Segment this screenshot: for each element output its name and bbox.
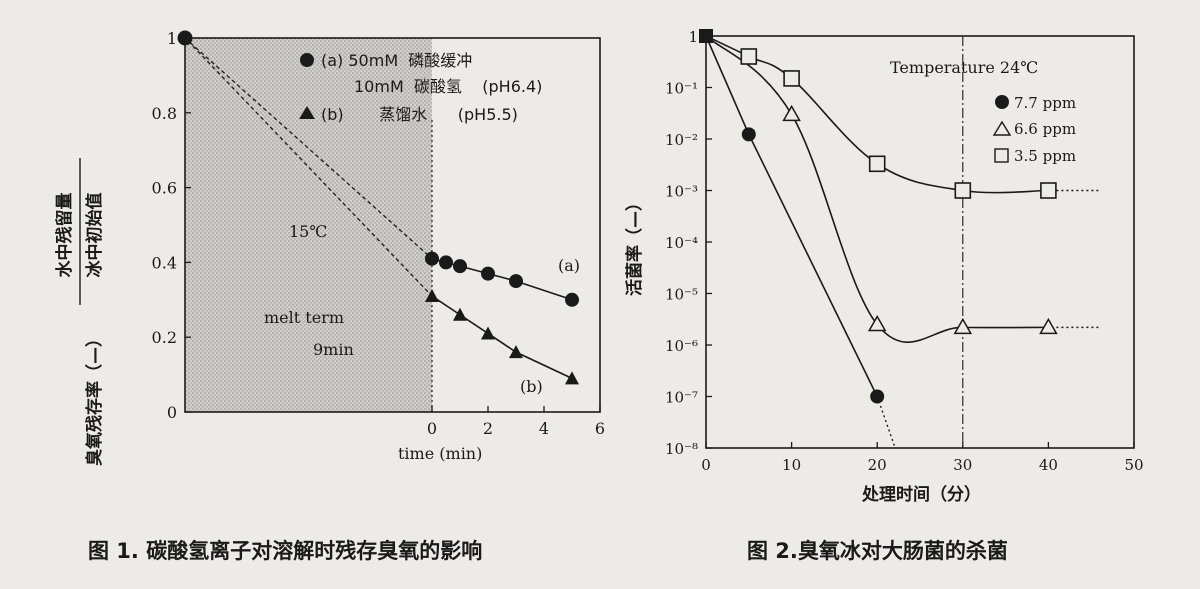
series-b-point	[425, 289, 439, 303]
point-3-5-ppm	[868, 155, 886, 173]
figure-1-x-ticks: 0 2 4 6	[427, 406, 605, 438]
legend-square-marker	[994, 148, 1009, 163]
point-3-5-ppm	[1040, 182, 1057, 199]
x-tick-label: 50	[1124, 456, 1143, 474]
y-tick-label: 1	[167, 29, 177, 48]
series-line-a	[431, 257, 573, 301]
figure-1: 0 0.2 0.4 0.6 0.8 1 0 2 4 6 time (min) 水中残留量 冰中初…	[54, 29, 605, 563]
point-3-5-ppm	[740, 48, 758, 65]
figure-2-series-points	[699, 29, 1058, 404]
figure-1-y-label-prefix: 臭氧残存率（—）	[84, 330, 105, 466]
x-tick-label: 0	[427, 419, 437, 438]
series-a-point	[453, 259, 467, 274]
series-a-point	[425, 251, 439, 266]
figure-1-plot-frame	[184, 37, 601, 413]
y-tick-label: 10⁻⁸	[665, 440, 698, 458]
figure-1-series-points	[177, 30, 579, 385]
figure-2: 1 10⁻¹ 10⁻² 10⁻³ 10⁻⁴ 10⁻⁵ 10⁻⁶ 10⁻⁷ 10⁻⁸ 0 10 20 3…	[624, 28, 1144, 563]
legend-7-7-ppm: 7.7 ppm	[1014, 94, 1076, 112]
legend-6-6-ppm: 6.6 ppm	[1014, 120, 1076, 138]
figure-1-y-label-numerator: 水中残留量	[54, 193, 75, 278]
series-b-point	[481, 326, 495, 340]
annotation-melt-term: melt term	[264, 308, 344, 327]
line-6-6-ppm	[705, 35, 1049, 343]
annotation-melt-duration: 9min	[313, 340, 354, 359]
temperature-annotation: Temperature 24℃	[890, 58, 1038, 77]
initial-point	[699, 29, 713, 43]
series-b-point	[509, 345, 523, 359]
x-tick-label: 20	[868, 456, 887, 474]
initial-point	[177, 30, 193, 46]
series-a-label: (a)	[558, 256, 580, 275]
x-tick-label: 0	[701, 456, 711, 474]
figure-1-caption: 图 1. 碳酸氢离子对溶解时残存臭氧的影响	[88, 539, 482, 563]
y-tick-label: 0	[167, 403, 177, 422]
series-b-label: (b)	[520, 377, 543, 396]
point-6-6-ppm	[953, 317, 973, 335]
series-b-point	[565, 371, 579, 385]
y-tick-label: 10⁻⁴	[665, 234, 698, 252]
figure-1-y-ticks: 0 0.2 0.4 0.6 0.8 1	[152, 29, 191, 422]
legend-triangle-marker	[299, 106, 315, 119]
point-6-6-ppm	[1039, 317, 1058, 335]
x-tick-label: 10	[782, 456, 801, 474]
figure-2-caption: 图 2.臭氧冰对大肠菌的杀菌	[747, 539, 1008, 563]
x-tick-label: 2	[483, 419, 493, 438]
point-7-7-ppm	[741, 127, 756, 142]
y-tick-label: 10⁻⁷	[665, 389, 698, 407]
point-7-7-ppm	[870, 389, 885, 404]
melt-decay-line-b	[187, 40, 433, 297]
x-tick-label: 6	[595, 419, 605, 438]
series-a-point	[509, 274, 523, 289]
figure-2-y-axis-label: 活菌率（—）	[624, 194, 645, 296]
figure-2-legend: 7.7 ppm 6.6 ppm 3.5 ppm	[992, 94, 1076, 165]
legend-triangle-marker	[992, 120, 1012, 136]
series-a-point	[481, 266, 495, 281]
point-6-6-ppm	[782, 104, 801, 122]
point-6-6-ppm	[867, 314, 887, 332]
figure-2-x-axis-label: 处理时间（分）	[861, 484, 981, 505]
y-tick-label: 0.6	[152, 179, 177, 198]
figure-1-y-label-denominator: 冰中初始值	[84, 193, 105, 278]
figure-1-legend: (a) 50mM 磷酸缓冲 10mM 碳酸氢 (pH6.4) (b) 蒸馏水 (…	[299, 51, 542, 124]
melt-term-shaded-region	[185, 38, 432, 412]
series-a-point	[565, 292, 579, 307]
legend-a-line-1: (a) 50mM 磷酸缓冲	[321, 51, 472, 70]
point-3-5-ppm	[954, 182, 972, 199]
legend-b-line-1: (b) 蒸馏水 (pH5.5)	[321, 105, 518, 124]
x-tick-label: 40	[1039, 456, 1058, 474]
legend-circle-marker	[300, 53, 314, 67]
figure-2-x-ticks: 0 10 20 30 40 50	[701, 442, 1144, 474]
y-tick-label: 0.2	[152, 328, 177, 347]
line-7-7-ppm	[705, 35, 878, 397]
y-tick-label: 1	[688, 28, 698, 46]
melt-decay-line-a	[184, 37, 433, 260]
x-tick-label: 30	[953, 456, 972, 474]
x-tick-label: 4	[539, 419, 549, 438]
figure-1-x-axis-label: time (min)	[398, 444, 482, 463]
y-tick-label: 10⁻⁶	[665, 337, 698, 355]
point-3-5-ppm	[783, 70, 800, 87]
series-line-b	[431, 295, 573, 380]
series-b-point	[453, 307, 467, 321]
y-tick-label: 10⁻⁵	[665, 286, 698, 304]
legend-a-line-2: 10mM 碳酸氢 (pH6.4)	[354, 77, 542, 96]
y-tick-label: 10⁻³	[665, 183, 698, 201]
series-a-point	[439, 255, 453, 270]
extrapolation-7-7-ppm	[876, 396, 896, 449]
legend-3-5-ppm: 3.5 ppm	[1014, 147, 1076, 165]
legend-circle-marker	[995, 95, 1009, 109]
y-tick-label: 0.8	[152, 104, 177, 123]
y-tick-label: 10⁻¹	[665, 80, 698, 98]
figure-2-y-ticks: 1 10⁻¹ 10⁻² 10⁻³ 10⁻⁴ 10⁻⁵ 10⁻⁶ 10⁻⁷ 10⁻⁸	[665, 28, 712, 458]
y-tick-label: 10⁻²	[665, 131, 698, 149]
annotation-temperature: 15℃	[289, 222, 327, 241]
y-tick-label: 0.4	[152, 253, 177, 272]
